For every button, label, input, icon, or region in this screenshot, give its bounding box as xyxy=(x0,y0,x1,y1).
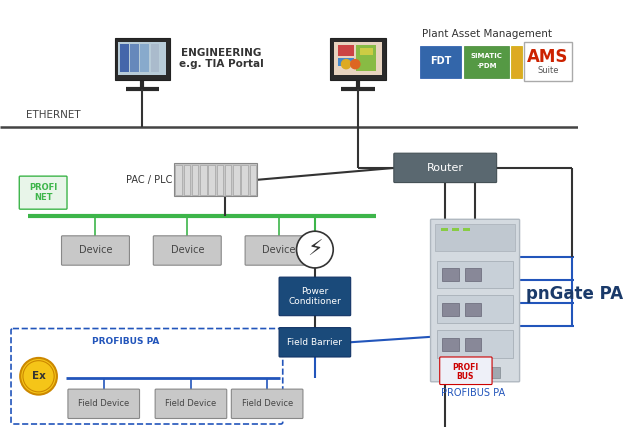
Bar xyxy=(360,48,373,55)
Text: Device: Device xyxy=(171,246,204,255)
Text: AMS: AMS xyxy=(527,48,569,66)
FancyBboxPatch shape xyxy=(245,236,313,265)
Bar xyxy=(464,268,481,281)
Bar xyxy=(175,163,257,196)
FancyBboxPatch shape xyxy=(430,219,520,382)
Bar xyxy=(175,165,182,194)
Bar xyxy=(140,44,149,73)
Text: PROFIBUS PA: PROFIBUS PA xyxy=(92,337,159,346)
Bar xyxy=(249,165,256,194)
Bar xyxy=(338,45,354,56)
Text: Suite: Suite xyxy=(537,66,559,75)
Bar xyxy=(120,44,129,73)
Bar xyxy=(241,165,248,194)
Bar xyxy=(200,165,207,194)
Bar xyxy=(442,268,459,281)
Circle shape xyxy=(341,60,351,69)
Text: ·PDM: ·PDM xyxy=(476,63,497,69)
Bar xyxy=(225,165,231,194)
Bar xyxy=(338,58,354,66)
Text: Power
Conditioner: Power Conditioner xyxy=(289,287,341,306)
FancyBboxPatch shape xyxy=(279,328,351,357)
Bar xyxy=(464,46,510,78)
Bar xyxy=(209,165,215,194)
Bar xyxy=(437,261,513,288)
Bar xyxy=(464,338,481,351)
Bar xyxy=(440,227,448,231)
Text: Field Device: Field Device xyxy=(241,399,293,409)
FancyBboxPatch shape xyxy=(20,176,67,209)
Text: Plant Asset Management: Plant Asset Management xyxy=(422,29,553,39)
Bar xyxy=(183,165,190,194)
Text: Ex: Ex xyxy=(32,371,45,381)
Bar xyxy=(420,46,461,78)
Bar xyxy=(437,330,513,358)
Bar xyxy=(217,165,223,194)
Text: SIMATIC: SIMATIC xyxy=(471,53,503,59)
FancyBboxPatch shape xyxy=(155,389,227,418)
Bar xyxy=(334,42,382,75)
Bar xyxy=(331,38,386,80)
Text: BUS: BUS xyxy=(457,372,474,381)
Bar xyxy=(464,303,481,316)
Text: PROFI
NET: PROFI NET xyxy=(29,183,57,202)
FancyBboxPatch shape xyxy=(62,236,129,265)
Circle shape xyxy=(351,60,360,69)
Bar xyxy=(192,165,198,194)
FancyBboxPatch shape xyxy=(440,357,492,384)
Bar xyxy=(435,224,515,251)
Text: Router: Router xyxy=(427,163,464,173)
Bar xyxy=(233,165,239,194)
Bar xyxy=(115,38,170,80)
Text: PROFI: PROFI xyxy=(452,363,479,372)
Text: Field Device: Field Device xyxy=(78,399,129,409)
FancyBboxPatch shape xyxy=(68,389,139,418)
Text: Device: Device xyxy=(262,246,296,255)
Circle shape xyxy=(297,231,333,268)
FancyBboxPatch shape xyxy=(153,236,221,265)
Text: PAC / PLC: PAC / PLC xyxy=(126,175,173,185)
Bar xyxy=(452,227,459,231)
Text: ⚡: ⚡ xyxy=(307,239,323,259)
Text: FDT: FDT xyxy=(430,57,451,66)
Text: Field Barrier: Field Barrier xyxy=(287,338,342,347)
Bar xyxy=(450,367,500,378)
Text: ETHERNET: ETHERNET xyxy=(26,110,81,120)
Text: ENGINEERING
e.g. TIA Portal: ENGINEERING e.g. TIA Portal xyxy=(179,48,264,69)
Bar xyxy=(118,42,166,75)
FancyBboxPatch shape xyxy=(231,389,303,418)
Text: Device: Device xyxy=(79,246,112,255)
Bar xyxy=(442,303,459,316)
Bar xyxy=(512,46,522,78)
FancyBboxPatch shape xyxy=(394,153,496,182)
Bar xyxy=(151,44,159,73)
Bar xyxy=(524,42,572,81)
Bar xyxy=(130,44,139,73)
Bar xyxy=(442,338,459,351)
Bar xyxy=(356,45,376,71)
Text: pnGate PA: pnGate PA xyxy=(526,285,623,303)
Circle shape xyxy=(20,358,57,395)
Bar xyxy=(437,295,513,323)
Text: Field Device: Field Device xyxy=(165,399,217,409)
Text: PROFIBUS PA: PROFIBUS PA xyxy=(440,388,505,398)
FancyBboxPatch shape xyxy=(279,277,351,316)
Bar xyxy=(462,227,470,231)
